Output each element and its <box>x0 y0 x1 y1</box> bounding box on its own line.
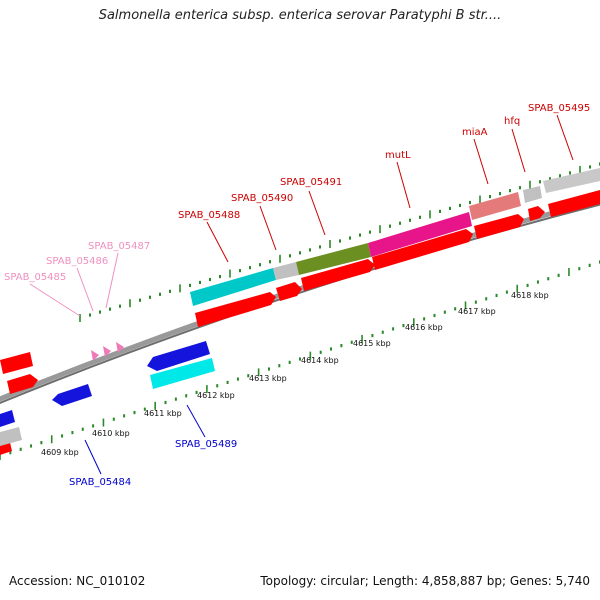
kbp-label: 4612 kbp <box>197 391 235 400</box>
kbp-label: 4615 kbp <box>353 339 391 348</box>
gene-features <box>0 168 600 455</box>
label-hfq[interactable]: hfq <box>504 116 520 127</box>
label-spab-05495[interactable]: SPAB_05495 <box>528 103 590 114</box>
gene-salmon-forward[interactable] <box>469 192 521 220</box>
gene-cyan-forward[interactable] <box>190 268 276 306</box>
label-spab-05484[interactable]: SPAB_05484 <box>69 477 131 488</box>
label-spab-05486[interactable]: SPAB_05486 <box>46 256 108 267</box>
cds-blue-1[interactable] <box>147 341 210 371</box>
kbp-label: 4610 kbp <box>92 429 130 438</box>
cds-red-2[interactable] <box>276 282 302 301</box>
label-mutl[interactable]: mutL <box>385 150 411 161</box>
kbp-label: 4618 kbp <box>511 291 549 300</box>
gene-cyan-reverse[interactable] <box>150 358 215 389</box>
cds-blue-left[interactable] <box>0 410 15 427</box>
gene-olive-forward[interactable] <box>296 243 371 275</box>
label-spab-05489[interactable]: SPAB_05489 <box>175 439 237 450</box>
cds-red-left-2[interactable] <box>7 374 38 394</box>
gene-gray3-forward[interactable] <box>543 168 600 193</box>
kbp-label: 4617 kbp <box>458 307 496 316</box>
leader-lines <box>29 114 574 475</box>
gene-pink-2[interactable] <box>103 346 111 357</box>
kbp-label: 4613 kbp <box>249 374 287 383</box>
cds-red-1[interactable] <box>195 292 276 327</box>
label-miaa[interactable]: miaA <box>462 127 488 138</box>
label-spab-05485[interactable]: SPAB_05485 <box>4 272 66 283</box>
gene-magenta-forward[interactable] <box>368 212 472 257</box>
label-spab-05491[interactable]: SPAB_05491 <box>280 177 342 188</box>
cds-red-3[interactable] <box>301 259 375 291</box>
kbp-label: 4611 kbp <box>144 409 182 418</box>
cds-red-5[interactable] <box>474 214 524 239</box>
gene-pink-1[interactable] <box>91 350 99 361</box>
map-title: Salmonella enterica subsp. enterica sero… <box>98 8 502 23</box>
gene-pink-3[interactable] <box>116 342 124 353</box>
cds-red-7[interactable] <box>548 190 600 217</box>
label-spab-05490[interactable]: SPAB_05490 <box>231 193 293 204</box>
cds-red-left-1[interactable] <box>0 352 33 374</box>
label-spab-05487[interactable]: SPAB_05487 <box>88 241 150 252</box>
cds-red-4[interactable] <box>372 229 473 270</box>
kbp-labels: 4609 kbp 4610 kbp 4611 kbp 4612 kbp 4613… <box>41 291 549 457</box>
cds-red-6[interactable] <box>528 206 545 221</box>
gene-gray-forward[interactable] <box>273 262 299 280</box>
tick-tracks <box>0 162 600 460</box>
gene-gray-reverse[interactable] <box>0 427 22 446</box>
accession-text: Accession: NC_010102 <box>9 574 146 588</box>
label-spab-05488[interactable]: SPAB_05488 <box>178 210 240 221</box>
kbp-label: 4616 kbp <box>405 323 443 332</box>
gene-labels: SPAB_05485 SPAB_05486 SPAB_05487 SPAB_05… <box>4 103 590 488</box>
kbp-label: 4609 kbp <box>41 448 79 457</box>
kbp-label: 4614 kbp <box>301 356 339 365</box>
gene-gray2-forward[interactable] <box>523 186 542 203</box>
genome-summary-text: Topology: circular; Length: 4,858,887 bp… <box>260 574 590 588</box>
cds-blue-2[interactable] <box>52 384 92 406</box>
